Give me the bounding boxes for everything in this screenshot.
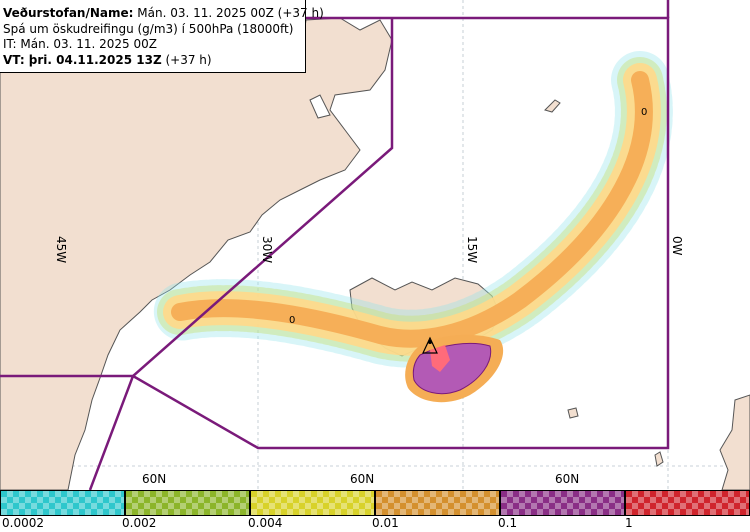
meridian-label-0w: 0W [670, 236, 684, 256]
parallel-label-60n: 60N [350, 472, 374, 486]
org-line: Veðurstofan/Name: Mán. 03. 11. 2025 00Z … [3, 6, 324, 22]
scale-label: 0.1 [498, 516, 518, 530]
concentration-color-scale: 0.0002 0.002 0.004 0.01 0.1 1 [0, 490, 750, 532]
ash-peak-core [430, 345, 450, 372]
greenland-landmass [0, 17, 393, 490]
volcano-triangle-icon [422, 336, 438, 354]
shetland-islands [654, 451, 664, 467]
scale-segment [625, 490, 750, 516]
contour-label: 0 [289, 315, 295, 326]
scale-segment [250, 490, 375, 516]
meridian-label-15w: 15W [465, 236, 479, 263]
issue-time: IT: Mán. 03. 11. 2025 00Z [3, 37, 157, 51]
scotland-coast [719, 394, 750, 490]
product-description: Spá um öskudreifingu (g/m3) í 500hPa (18… [3, 21, 294, 36]
org-label: Veðurstofan/Name: [3, 6, 134, 20]
scale-label: 1 [625, 516, 633, 530]
org-value: Mán. 03. 11. 2025 00Z (+37 h) [137, 6, 324, 20]
scale-label: 0.004 [248, 516, 283, 530]
scale-segment [375, 490, 500, 516]
ash-dispersion-map: 45W 30W 15W 0W 60N 60N 60N 0 0 [0, 0, 750, 490]
volcano-dot-icon [428, 340, 432, 344]
scale-label: 0.002 [122, 516, 157, 530]
meridian-label-30w: 30W [260, 236, 274, 263]
valid-time-line: VT: þri. 04.11.2025 13Z (+37 h) [3, 53, 305, 69]
valid-time-offset: (+37 h) [165, 52, 212, 67]
faroe-islands [567, 407, 579, 419]
parallel-label-60n: 60N [142, 472, 166, 486]
scale-label: 0.0002 [2, 516, 44, 530]
fir-boundary-west [0, 374, 135, 490]
contour-label: 0 [641, 107, 647, 118]
valid-time: VT: þri. 04.11.2025 13Z [3, 52, 162, 67]
forecast-info-box: Veðurstofan/Name: Mán. 03. 11. 2025 00Z … [0, 0, 324, 73]
meridian-label-45w: 45W [54, 236, 68, 263]
ash-trace-band [151, 51, 673, 368]
scale-segment [0, 490, 125, 516]
scale-label: 0.01 [372, 516, 399, 530]
greenland-fjord [309, 94, 331, 119]
parallel-label-60n: 60N [555, 472, 579, 486]
jan-mayen-island [544, 99, 561, 113]
scale-segment [125, 490, 250, 516]
scale-segment [500, 490, 625, 516]
